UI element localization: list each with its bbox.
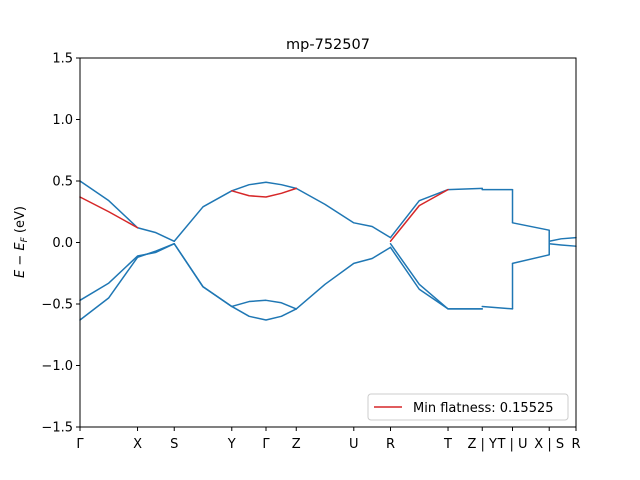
x-tick-label: R (571, 437, 580, 452)
y-tick-label: 0.5 (52, 175, 73, 190)
x-tick-label: Y (227, 437, 236, 452)
band-segment-5 (173, 242, 298, 321)
y-tick-label: −1.5 (41, 421, 73, 436)
band-segment-7 (295, 246, 392, 310)
band-segment-16 (548, 242, 577, 247)
band-segment-8 (389, 187, 484, 239)
band-segment-6 (295, 187, 392, 239)
band-segment-14 (511, 254, 550, 265)
band-segment-10 (389, 246, 484, 310)
legend: Min flatness: 0.15525 (367, 393, 569, 421)
band-segment-1 (79, 242, 175, 302)
x-tick-label: Z (292, 437, 301, 452)
x-tick-label: Γ (76, 437, 84, 452)
x-tick-label: Γ (262, 437, 270, 452)
y-tick-label: −1.0 (41, 359, 73, 374)
legend-box (367, 393, 569, 421)
flat-band-segment-19 (389, 188, 449, 243)
x-tick-label: R (386, 437, 395, 452)
y-axis-label-main: E − E (13, 242, 28, 278)
flat-band-segment-17 (79, 196, 139, 229)
y-tick-label: −0.5 (41, 298, 73, 313)
x-tick-label: T | U (496, 437, 527, 452)
bands (79, 180, 577, 321)
y-ticks: −1.5 −1.0 −0.5 0.0 0.5 1.0 1.5 (41, 52, 80, 436)
flat-band-segment-18 (231, 187, 298, 198)
x-tick-label: X | S (534, 437, 564, 452)
x-tick-label: U (349, 437, 359, 452)
y-tick-label: 0.0 (52, 236, 73, 251)
x-tick-label: S (170, 437, 178, 452)
y-axis-label-sub: F (20, 236, 30, 242)
band-segment-2 (79, 242, 175, 321)
chart-title: mp-752507 (286, 37, 370, 53)
legend-entry-label: Min flatness: 0.15525 (413, 401, 554, 416)
x-tick-label: X (133, 437, 142, 452)
y-tick-label: 1.5 (52, 52, 73, 67)
x-tick-label: T (443, 437, 452, 452)
band-segment-12 (481, 305, 514, 310)
band-segment-13 (511, 222, 550, 231)
y-tick-label: 1.0 (52, 113, 73, 128)
x-tick-label: Z | Y (468, 437, 498, 452)
y-axis-label-units: (eV) (13, 206, 28, 237)
band-segment-15 (548, 236, 577, 243)
band-segment-3 (173, 181, 298, 243)
y-axis-label: E − EF (eV) (13, 206, 30, 278)
